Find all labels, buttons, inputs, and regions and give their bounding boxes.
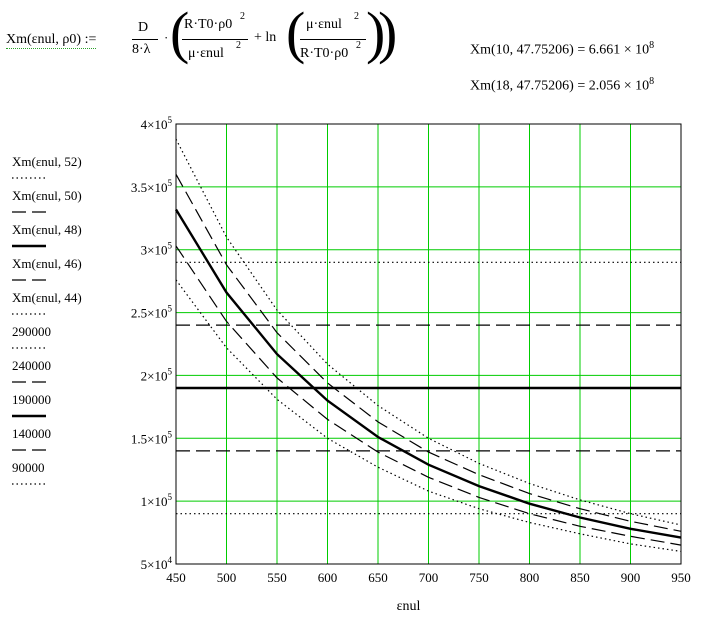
y-tick-label: 1×105 bbox=[141, 492, 173, 509]
y-tick-label: 5×104 bbox=[141, 555, 173, 572]
legend-item: 140000 bbox=[10, 426, 120, 460]
fraction-bar bbox=[182, 39, 248, 40]
y-tick-label: 1.5×105 bbox=[131, 429, 173, 446]
legend-label: 140000 bbox=[12, 426, 51, 441]
formula-t2-num: μ·εnul bbox=[306, 17, 342, 32]
fraction-bar bbox=[300, 39, 366, 40]
legend-item: Xm(εnul, 50) bbox=[10, 188, 120, 222]
legend-swatch bbox=[12, 414, 46, 418]
x-tick-label: 450 bbox=[166, 570, 186, 585]
x-tick-label: 850 bbox=[570, 570, 590, 585]
y-tick-label: 3×105 bbox=[141, 241, 173, 258]
formula-t2-den: R·T0·ρ0 bbox=[300, 46, 349, 61]
formula-plus-ln: + ln bbox=[254, 30, 277, 45]
fraction-bar bbox=[132, 39, 158, 40]
legend-item: Xm(εnul, 46) bbox=[10, 256, 120, 290]
x-tick-label: 700 bbox=[419, 570, 439, 585]
legend-swatch bbox=[12, 449, 46, 451]
legend-item: 290000 bbox=[10, 324, 120, 358]
x-tick-label: 650 bbox=[368, 570, 388, 585]
y-tick-label: 2.5×105 bbox=[131, 304, 173, 321]
y-tick-label: 3.5×105 bbox=[131, 178, 173, 195]
result-2: Xm(18, 47.75206) = 2.056 × 108 bbox=[470, 76, 655, 94]
y-tick-label: 4×105 bbox=[141, 115, 173, 132]
x-axis-label: εnul bbox=[397, 599, 421, 614]
legend-label: 240000 bbox=[12, 358, 51, 373]
legend-label: Xm(εnul, 44) bbox=[12, 290, 82, 305]
result-1: Xm(10, 47.75206) = 6.661 × 108 bbox=[470, 40, 655, 58]
series-line-3 bbox=[175, 245, 682, 546]
legend-label: 90000 bbox=[12, 460, 45, 475]
legend-swatch bbox=[12, 211, 46, 213]
close-paren-icon: ) bbox=[366, 0, 386, 65]
formula-t1-num: R·T0·ρ0 bbox=[184, 17, 233, 32]
series-line-4 bbox=[175, 279, 682, 552]
x-tick-label: 900 bbox=[621, 570, 641, 585]
x-tick-label: 800 bbox=[520, 570, 540, 585]
legend-item: Xm(εnul, 48) bbox=[10, 222, 120, 256]
legend-swatch bbox=[12, 347, 46, 349]
formula-coef-num: D bbox=[138, 20, 149, 35]
legend-swatch bbox=[12, 177, 46, 179]
series-line-2 bbox=[174, 208, 682, 539]
x-tick-label: 950 bbox=[671, 570, 691, 585]
legend-label: 190000 bbox=[12, 392, 51, 407]
legend-swatch bbox=[12, 381, 46, 383]
x-tick-label: 750 bbox=[469, 570, 489, 585]
x-tick-label: 500 bbox=[217, 570, 237, 585]
legend-label: Xm(εnul, 50) bbox=[12, 188, 82, 203]
y-tick-label: 2×105 bbox=[141, 366, 173, 383]
legend-swatch bbox=[12, 483, 46, 485]
legend-item: 190000 bbox=[10, 392, 120, 426]
x-tick-label: 600 bbox=[318, 570, 338, 585]
legend-item: 90000 bbox=[10, 460, 120, 494]
formula-coef-den: 8·λ bbox=[132, 42, 151, 57]
legend-swatch bbox=[12, 244, 46, 248]
legend-swatch bbox=[12, 279, 46, 281]
plot-frame bbox=[175, 123, 682, 565]
x-tick-label: 550 bbox=[267, 570, 287, 585]
legend-label: Xm(εnul, 52) bbox=[12, 154, 82, 169]
close-paren-icon: ) bbox=[378, 0, 398, 65]
open-paren-icon: ( bbox=[170, 0, 190, 65]
legend-item: Xm(εnul, 44) bbox=[10, 290, 120, 324]
formula-definition: Xm(εnul, ρ0) := D 8·λ · ( R·T0·ρ0 2 μ·εn… bbox=[6, 0, 398, 65]
legend-label: Xm(εnul, 46) bbox=[12, 256, 82, 271]
series-line-1 bbox=[175, 174, 682, 532]
legend-label: Xm(εnul, 48) bbox=[12, 222, 82, 237]
legend-label: 290000 bbox=[12, 324, 51, 339]
legend-swatch bbox=[12, 313, 46, 315]
legend-item: 240000 bbox=[10, 358, 120, 392]
open-paren-icon: ( bbox=[286, 0, 306, 65]
formula-t1-den: μ·εnul bbox=[188, 46, 224, 61]
legend: Xm(εnul, 52) Xm(εnul, 50) Xm(εnul, 48) Xm(ε… bbox=[10, 154, 140, 494]
formula-lhs: Xm(εnul, ρ0) := bbox=[6, 32, 97, 49]
legend-item: Xm(εnul, 52) bbox=[10, 154, 120, 188]
